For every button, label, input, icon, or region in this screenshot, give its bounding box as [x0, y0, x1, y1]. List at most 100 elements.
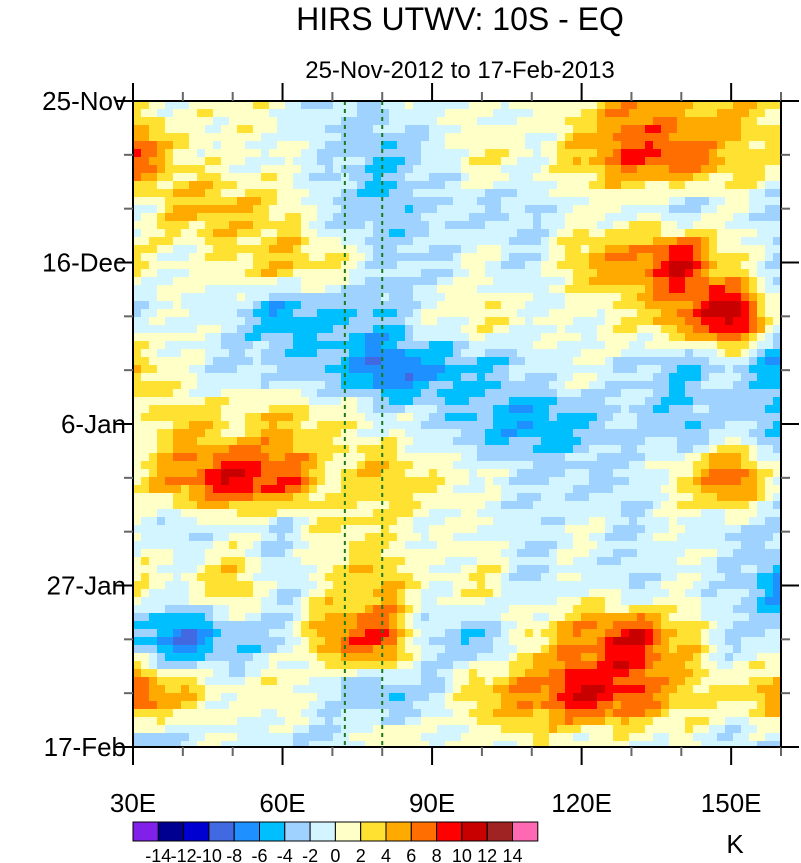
heatmap-cell: [333, 165, 342, 174]
heatmap-cell: [581, 525, 590, 534]
heatmap-cell: [621, 581, 630, 590]
heatmap-cell: [205, 365, 214, 374]
heatmap-cell: [213, 477, 222, 486]
heatmap-cell: [429, 429, 438, 438]
heatmap-cell: [309, 293, 318, 302]
heatmap-cell: [229, 557, 238, 566]
heatmap-cell: [637, 397, 646, 406]
heatmap-cell: [725, 477, 734, 486]
heatmap-cell: [445, 437, 454, 446]
heatmap-cell: [181, 117, 190, 126]
heatmap-cell: [573, 517, 582, 526]
heatmap-cell: [293, 589, 302, 598]
heatmap-cell: [341, 509, 350, 518]
heatmap-cell: [557, 397, 566, 406]
heatmap-cell: [229, 357, 238, 366]
heatmap-cell: [173, 429, 182, 438]
heatmap-cell: [717, 405, 726, 414]
heatmap-cell: [285, 317, 294, 326]
heatmap-cell: [629, 141, 638, 150]
heatmap-cell: [397, 229, 406, 238]
heatmap-cell: [621, 165, 630, 174]
heatmap-cell: [165, 437, 174, 446]
heatmap-cell: [525, 325, 534, 334]
heatmap-cell: [733, 221, 742, 230]
heatmap-cell: [469, 501, 478, 510]
heatmap-cell: [149, 157, 158, 166]
heatmap-cell: [765, 509, 774, 518]
heatmap-cell: [773, 301, 782, 310]
heatmap-cell: [269, 485, 278, 494]
heatmap-cell: [669, 293, 678, 302]
heatmap-cell: [741, 477, 750, 486]
heatmap-cell: [181, 269, 190, 278]
heatmap-cell: [757, 389, 766, 398]
heatmap-cell: [357, 557, 366, 566]
heatmap-cell: [221, 493, 230, 502]
heatmap-cell: [429, 125, 438, 134]
heatmap-cell: [597, 221, 606, 230]
heatmap-cell: [525, 101, 534, 110]
heatmap-cell: [693, 285, 702, 294]
heatmap-cell: [141, 349, 150, 358]
heatmap-cell: [677, 181, 686, 190]
heatmap-cell: [165, 261, 174, 270]
heatmap-cell: [629, 533, 638, 542]
heatmap-cell: [725, 181, 734, 190]
heatmap-cell: [589, 157, 598, 166]
heatmap-cell: [773, 205, 782, 214]
heatmap-cell: [509, 565, 518, 574]
heatmap-cell: [533, 461, 542, 470]
heatmap-cell: [573, 133, 582, 142]
heatmap-cell: [221, 373, 230, 382]
heatmap-cell: [765, 541, 774, 550]
heatmap-cell: [701, 373, 710, 382]
heatmap-cell: [133, 189, 142, 198]
heatmap-cell: [501, 109, 510, 118]
heatmap-cell: [565, 405, 574, 414]
heatmap-cell: [661, 293, 670, 302]
heatmap-cell: [477, 277, 486, 286]
heatmap-cell: [157, 109, 166, 118]
heatmap-cell: [141, 565, 150, 574]
heatmap-cell: [469, 149, 478, 158]
heatmap-cell: [173, 221, 182, 230]
heatmap-cell: [189, 109, 198, 118]
heatmap-cell: [757, 469, 766, 478]
heatmap-cell: [333, 581, 342, 590]
heatmap-cell: [261, 317, 270, 326]
heatmap-cell: [725, 109, 734, 118]
heatmap-cell: [733, 389, 742, 398]
heatmap-cell: [333, 261, 342, 270]
heatmap-cell: [317, 517, 326, 526]
heatmap-cell: [429, 509, 438, 518]
heatmap-cell: [653, 509, 662, 518]
heatmap-cell: [501, 133, 510, 142]
heatmap-cell: [725, 293, 734, 302]
heatmap-cell: [565, 301, 574, 310]
heatmap-cell: [757, 317, 766, 326]
heatmap-cell: [269, 125, 278, 134]
heatmap-cell: [669, 269, 678, 278]
heatmap-cell: [685, 309, 694, 318]
heatmap-cell: [693, 117, 702, 126]
heatmap-cell: [149, 493, 158, 502]
heatmap-cell: [237, 493, 246, 502]
heatmap-cell: [653, 573, 662, 582]
heatmap-cell: [405, 285, 414, 294]
heatmap-cell: [613, 565, 622, 574]
heatmap-cell: [597, 509, 606, 518]
heatmap-cell: [165, 277, 174, 286]
heatmap-cell: [381, 173, 390, 182]
heatmap-cell: [685, 397, 694, 406]
heatmap-cell: [469, 445, 478, 454]
heatmap-cell: [389, 213, 398, 222]
heatmap-cell: [445, 101, 454, 110]
heatmap-cell: [653, 269, 662, 278]
heatmap-cell: [669, 565, 678, 574]
heatmap-cell: [397, 109, 406, 118]
heatmap-cell: [501, 101, 510, 110]
heatmap-cell: [765, 525, 774, 534]
heatmap-cell: [493, 173, 502, 182]
heatmap-cell: [181, 517, 190, 526]
